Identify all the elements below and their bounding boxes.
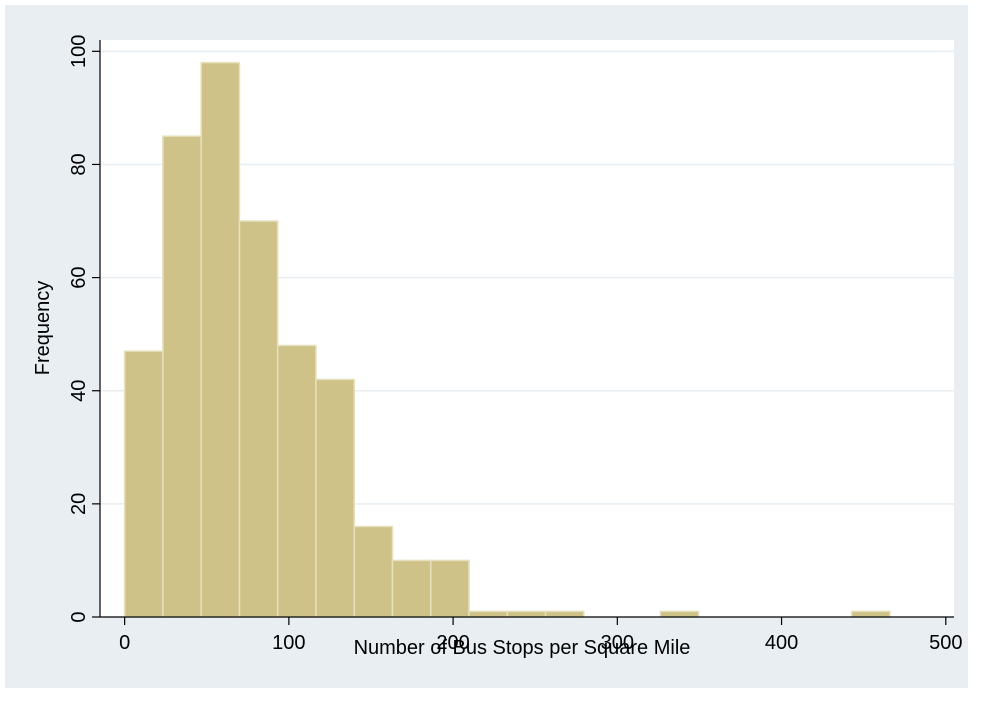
histogram-chart: 0 100 200 300 400 500 0 20 40 60 80 100 Number of … xyxy=(32,35,962,659)
x-ticks: 0 100 200 300 400 500 xyxy=(119,617,962,654)
histogram-bar xyxy=(544,610,585,618)
y-tick-label: 0 xyxy=(68,611,90,622)
y-tick-label: 20 xyxy=(68,493,90,515)
x-tick-label: 400 xyxy=(765,632,798,654)
x-tick-label: 500 xyxy=(929,632,962,654)
histogram-bar xyxy=(162,135,202,618)
x-tick-label: 0 xyxy=(119,632,130,654)
y-tick-label: 40 xyxy=(68,380,90,402)
histogram-bar xyxy=(430,559,470,618)
histogram-bar xyxy=(506,610,547,618)
histogram-bar xyxy=(850,610,891,618)
histogram-bar xyxy=(659,610,700,618)
bars xyxy=(123,61,891,618)
y-tick-label: 100 xyxy=(68,35,90,68)
histogram-bar xyxy=(238,220,279,618)
x-tick-label: 200 xyxy=(436,632,469,654)
y-axis-title: Frequency xyxy=(32,281,54,376)
y-ticks: 0 20 40 60 80 100 xyxy=(68,35,100,623)
y-tick-label: 60 xyxy=(68,266,90,288)
chart-frame: 0 100 200 300 400 500 0 20 40 60 80 100 Number of … xyxy=(5,5,968,688)
x-tick-label: 300 xyxy=(601,632,634,654)
histogram-bar xyxy=(353,525,394,618)
y-tick-label: 80 xyxy=(68,153,90,175)
x-axis-title: Number of Bus Stops per Square Mile xyxy=(354,637,691,659)
histogram-bar xyxy=(391,559,432,618)
histogram-bar xyxy=(315,378,355,618)
histogram-bar xyxy=(200,61,241,618)
x-tick-label: 100 xyxy=(272,632,305,654)
histogram-bar xyxy=(123,350,164,618)
histogram-bar xyxy=(276,344,317,618)
histogram-bar xyxy=(468,610,509,618)
